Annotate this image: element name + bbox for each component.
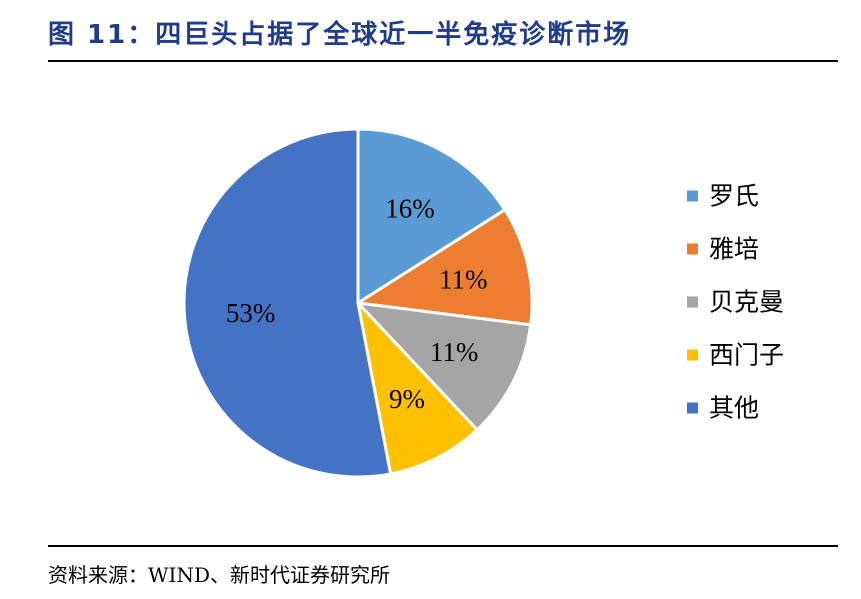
legend-label-4: 其他 [709, 394, 759, 423]
slice-label-3: 9% [389, 384, 425, 414]
legend-label-3: 西门子 [709, 341, 784, 370]
source-divider [48, 545, 838, 547]
legend-label-1: 雅培 [709, 235, 759, 264]
legend-swatch-2 [687, 296, 698, 308]
title-divider [48, 60, 838, 62]
pie-slice-2 [356, 301, 533, 432]
pie-slice-1 [356, 208, 534, 327]
pie-slice-0 [356, 127, 507, 305]
legend-label-0: 罗氏 [709, 182, 759, 211]
slice-label-0: 16% [385, 193, 435, 223]
slice-labels: 16%11%11%9%53% [226, 193, 488, 414]
slice-label-2: 11% [430, 337, 479, 367]
legend-swatch-3 [687, 349, 698, 361]
pie-slice-3 [356, 301, 479, 476]
pie-slices [182, 127, 534, 479]
pie-slice-4 [182, 127, 393, 479]
legend-swatch-1 [687, 243, 698, 255]
slice-label-1: 11% [439, 264, 488, 294]
source-note: 资料来源：WIND、新时代证券研究所 [48, 563, 390, 587]
figure-title: 图 11：四巨头占据了全球近一半免疫诊断市场 [48, 20, 632, 50]
legend-swatch-0 [687, 190, 698, 202]
legend-swatch-4 [687, 402, 698, 414]
slice-label-4: 53% [226, 298, 276, 328]
legend-label-2: 贝克曼 [709, 288, 784, 317]
